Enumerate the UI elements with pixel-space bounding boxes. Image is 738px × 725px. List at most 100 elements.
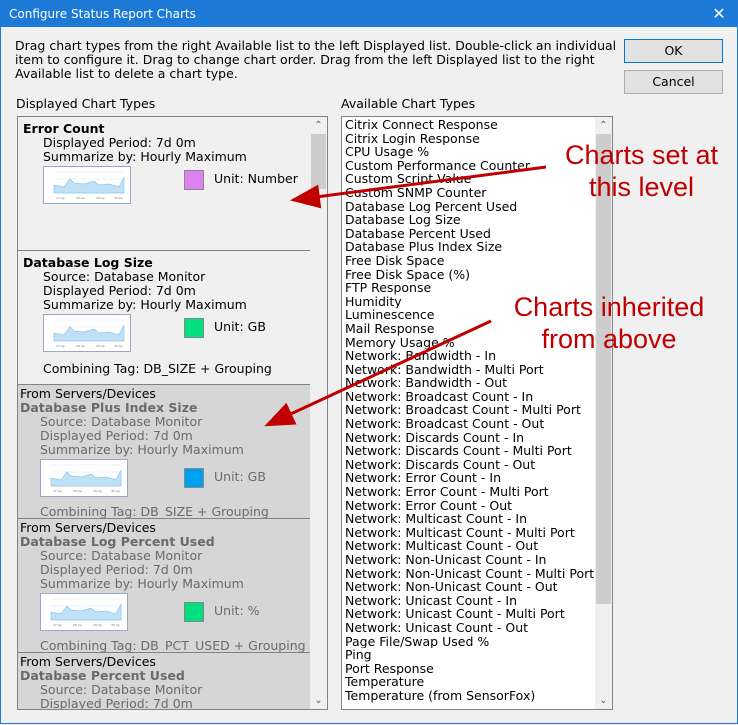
color-swatch[interactable] [184,468,204,488]
available-item[interactable]: Network: Error Count - Multi Port [345,485,549,499]
scroll-up-icon[interactable]: ⌃ [314,120,323,131]
chart-thumbnail: 27 Ap 28 Ap 29 Ap 30 Ap [43,166,131,204]
available-item[interactable]: Free Disk Space [345,253,445,268]
card-combining-tag: Combining Tag: DB_SIZE + Grouping [43,361,272,376]
svg-text:30 Ap: 30 Ap [114,344,123,348]
available-item[interactable]: Network: Broadcast Count - In [345,389,534,404]
chart-card[interactable]: From Servers/Devices Database Percent Use… [18,653,310,710]
available-item[interactable]: Network: Unicast Count - Out [345,620,529,635]
scroll-down-icon[interactable]: ⌄ [314,695,323,706]
svg-text:27 Ap: 27 Ap [53,623,62,627]
annotation-inherited: Charts inherited from above [513,292,705,354]
svg-text:29 Ap: 29 Ap [93,623,102,627]
card-detail: Source: Database Monitor [43,269,206,284]
available-item[interactable]: Network: Broadcast Count - Multi Port [345,403,581,418]
available-item[interactable]: Network: Error Count - Out [345,498,513,513]
card-detail: Displayed Period: 7d 0m [43,135,196,150]
card-detail: Displayed Period: 7d 0m [40,696,193,710]
available-item[interactable]: Luminescence [345,308,435,322]
annotation-set-at-level: Charts set at this level [564,140,719,202]
cancel-button[interactable]: Cancel [624,70,723,94]
available-item[interactable]: Humidity [345,294,402,309]
available-item[interactable]: Network: Error Count - In [345,471,502,486]
title-bar: Configure Status Report Charts ✕ [1,1,737,27]
chart-card[interactable]: Database Log Size Source: Database Monito… [18,251,310,385]
available-item[interactable]: Network: Multicast Count - Multi Port [345,525,575,540]
card-detail: Displayed Period: 7d 0m [43,283,196,298]
svg-text:27 Ap: 27 Ap [53,489,62,493]
chart-card[interactable]: From Servers/Devices Database Plus Index … [18,385,310,519]
available-item[interactable]: Temperature [345,675,425,689]
displayed-scrollbar[interactable]: ⌃ ⌄ [310,117,327,709]
available-item[interactable]: Citrix Login Response [345,131,480,146]
chart-thumbnail: 27 Ap 28 Ap 29 Ap 30 Ap [40,593,128,631]
card-detail: Source: Database Monitor [40,414,203,429]
svg-text:28 Ap: 28 Ap [76,196,85,200]
available-item[interactable]: Database Log Percent Used [345,199,518,214]
scroll-down-icon[interactable]: ⌄ [599,695,608,706]
card-detail: Displayed Period: 7d 0m [40,562,193,577]
available-item[interactable]: Network: Non-Unicast Count - Multi Port [345,566,595,581]
chart-card[interactable]: Error Count Displayed Period: 7d 0m Summar… [18,117,310,251]
scroll-thumb[interactable] [311,134,326,189]
chart-thumbnail: 27 Ap 28 Ap 29 Ap 30 Ap [43,314,131,352]
available-item[interactable]: CPU Usage % [345,145,430,159]
card-detail: Source: Database Monitor [40,548,203,563]
svg-text:30 Ap: 30 Ap [111,489,120,493]
card-title: Database Log Percent Used [20,534,215,549]
svg-text:29 Ap: 29 Ap [96,344,105,348]
card-detail: Summarize by: Hourly Maximum [43,297,247,312]
card-source-group: From Servers/Devices [20,654,156,669]
chart-thumbnail: 27 Ap 28 Ap 29 Ap 30 Ap [40,459,128,497]
available-chart-list[interactable]: Citrix Connect Response Citrix Login Resp… [341,116,613,710]
card-detail: Source: Database Monitor [40,682,203,697]
available-item[interactable]: Ping [345,648,372,662]
available-item[interactable]: Network: Multicast Count - Out [345,539,539,553]
available-item[interactable]: Temperature (from SensorFox) [345,688,536,703]
available-item[interactable]: Network: Bandwidth - Out [345,376,508,390]
card-unit: Unit: GB [214,319,266,334]
card-unit: Unit: Number [214,171,298,186]
svg-text:30 Ap: 30 Ap [114,196,123,200]
card-combining-tag: Combining Tag: DB_PCT_USED + Grouping [40,638,306,653]
card-title: Database Plus Index Size [20,400,198,415]
svg-text:29 Ap: 29 Ap [96,196,105,200]
available-item[interactable]: Free Disk Space (%) [345,267,471,282]
color-swatch[interactable] [184,318,204,338]
available-item[interactable]: Port Response [345,661,434,676]
svg-text:29 Ap: 29 Ap [93,489,102,493]
available-item[interactable]: Network: Unicast Count - In [345,593,518,608]
available-item[interactable]: Network: Unicast Count - Multi Port [345,607,565,621]
card-detail: Displayed Period: 7d 0m [40,428,193,443]
available-item[interactable]: Database Percent Used [345,226,491,241]
scroll-thumb[interactable] [596,134,611,604]
svg-text:28 Ap: 28 Ap [73,489,82,493]
svg-text:27 Ap: 27 Ap [56,196,65,200]
available-item[interactable]: Network: Discards Count - In [345,430,525,445]
scroll-up-icon[interactable]: ⌃ [599,120,608,131]
available-item[interactable]: Network: Bandwidth - Multi Port [345,362,544,377]
card-combining-tag: Combining Tag: DB_SIZE + Grouping [40,504,269,519]
available-item[interactable]: Network: Discards Count - Out [345,457,536,472]
available-item[interactable]: Database Log Size [345,213,461,227]
available-item[interactable]: Network: Non-Unicast Count - Out [345,580,558,594]
available-item[interactable]: Network: Multicast Count - In [345,512,528,526]
available-item[interactable]: Citrix Connect Response [345,118,498,132]
available-item[interactable]: Network: Non-Unicast Count - In [345,553,547,567]
card-unit: Unit: GB [214,469,266,484]
available-item[interactable]: Network: Discards Count - Multi Port [345,444,572,458]
available-scrollbar[interactable]: ⌃ ⌄ [595,117,612,709]
chart-card[interactable]: From Servers/Devices Database Log Percent… [18,519,310,653]
available-item[interactable]: Database Plus Index Size [345,240,503,254]
card-source-group: From Servers/Devices [20,520,156,535]
svg-text:30 Ap: 30 Ap [111,623,120,627]
available-item[interactable]: Network: Broadcast Count - Out [345,417,545,431]
available-item[interactable]: FTP Response [345,281,432,295]
displayed-chart-list[interactable]: From Servers/Devices Database Percent Use… [17,116,328,710]
color-swatch[interactable] [184,602,204,622]
close-icon[interactable]: ✕ [712,4,726,23]
card-detail: Summarize by: Hourly Maximum [43,149,247,164]
available-item[interactable]: Page File/Swap Used % [345,634,490,649]
color-swatch[interactable] [184,170,204,190]
ok-button[interactable]: OK [624,39,723,63]
